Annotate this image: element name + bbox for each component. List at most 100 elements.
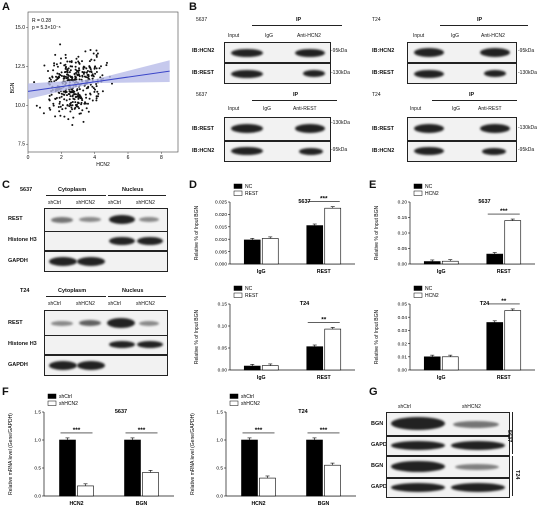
c1-l1: shCtrl [48,200,62,206]
scatter-point [59,43,62,46]
scatter-point [95,85,98,88]
b4-input: Input [410,106,422,112]
c2-cyto-line [46,296,106,297]
b3-anti: Anti-REST [293,106,317,112]
scatter-point [68,93,71,96]
panel-letter-e: E [369,179,377,191]
bar [77,485,94,497]
blot-b2-hcn2 [407,42,517,63]
scatter-point [77,73,80,76]
scatter-point [95,71,98,73]
b2-ip-line [440,25,528,26]
scatter-point [75,71,78,74]
x-axis-label: HCN2 [96,162,110,168]
y-tick-label: 0.00 [218,368,228,374]
scatter-point [77,92,80,95]
band [109,237,135,245]
scatter-point [98,67,101,70]
bar [441,356,459,371]
scatter-point [88,97,91,100]
band [455,464,499,470]
scatter-point [58,110,61,113]
scatter-point [58,96,61,99]
bar [486,322,504,371]
band [414,70,444,78]
bar-chart-d-bottom: 0.00 0.05 0.10 0.15 Relative % of Input BGN T… [194,285,355,381]
blot-c2-gapdh [44,355,168,376]
band [79,217,101,222]
scatter-point [94,72,97,75]
b1-cell-label: 5637 [196,17,208,23]
scatter-point [59,105,62,108]
c1-nuc-line [108,195,166,196]
x-tick-label: REST [317,375,332,381]
y-axis-label: Relative % of Input BGN [194,206,200,261]
scatter-point [54,115,57,118]
y-tick-label: 0.5 [216,466,223,472]
scatter-point [94,65,97,68]
legend-label: HCN2 [425,191,439,197]
scatter-point [84,93,87,96]
confidence-band [28,60,170,100]
scatter-point [64,53,67,56]
scatter-point [48,107,51,109]
scatter-point [86,70,89,72]
scatter-point [70,60,73,63]
scatter-point [54,53,57,56]
scatter-point [78,67,80,70]
legend-swatch [233,285,243,291]
x-tick-label: REST [497,375,512,381]
bar [142,472,159,497]
bar [124,439,141,497]
x-ticks: 0 2 4 6 8 [27,152,163,161]
scatter-point [88,65,91,68]
scatter-point [61,104,64,107]
scatter-point [89,93,92,96]
g-r3: BGN [371,463,384,469]
scatter-point [62,90,65,93]
scatter-point [89,68,92,71]
blot-c1-rest [44,208,168,232]
scatter-point [105,64,108,67]
scatter-point [60,95,63,98]
scatter-point [48,94,51,97]
blot-b4-hcn2 [407,141,517,162]
scatter-point [59,62,62,65]
c2-l2: shHCN2 [76,301,95,307]
x-tick-label: HCN2 [251,501,265,507]
band [391,483,445,492]
scatter-point [93,67,96,70]
scatter-point [79,112,82,115]
x-tick-label: 8 [160,155,163,161]
scatter-point [70,106,73,109]
y-tick-label: 0.03 [398,328,408,334]
y-tick-label: 0.20 [398,200,408,206]
b4-igg: IgG [452,106,461,112]
band [139,217,159,222]
scatter-point [78,94,81,97]
scatter-point [76,88,79,91]
scatter-point [33,81,36,84]
scatter-point [58,100,61,103]
c2-r2: Histone H3 [8,341,37,347]
scatter-point [84,50,87,53]
scatter-point [54,97,57,100]
scatter-point [74,101,77,104]
scatter-point [71,104,74,107]
band [391,461,445,472]
scatter-point [82,68,85,70]
scatter-point [82,89,85,92]
c1-cyto-line [46,195,106,196]
significance-label: ** [501,298,507,305]
scatter-point [68,98,71,101]
scatter-point [66,104,69,107]
bar [306,346,324,371]
significance-label: *** [255,427,263,434]
scatter-point [95,83,98,85]
x-tick-label: REST [497,269,512,275]
scatter-point [77,55,80,58]
scatter-point [78,88,81,91]
b4-kda2: -95kDa [518,147,535,153]
c1-nuc: Nucleus [122,187,144,193]
x-tick-label: 4 [93,155,96,161]
